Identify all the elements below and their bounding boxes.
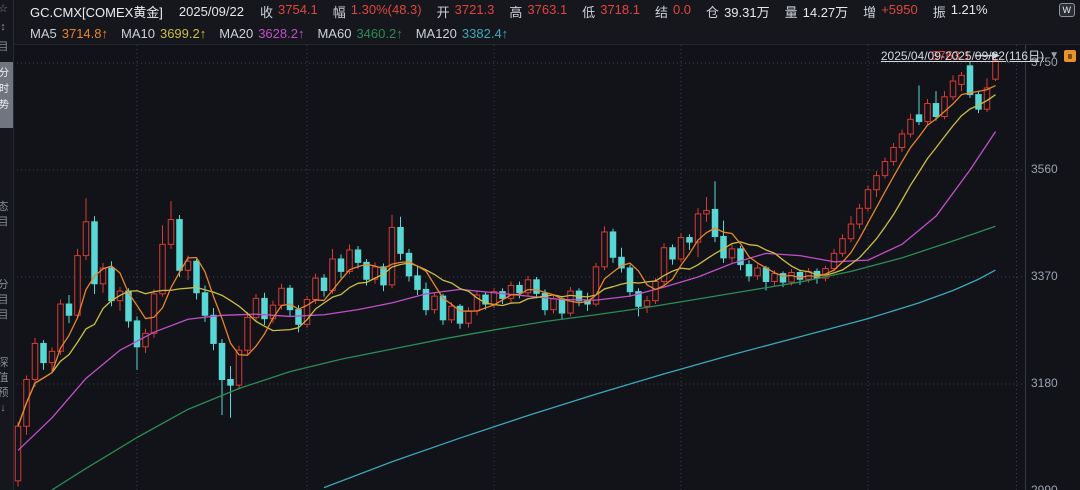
- toolbar-item-active[interactable]: 分 时 势: [0, 62, 13, 128]
- quote-row: GC.CMX[COMEX黄金] 2025/09/22 收 3754.1 幅 1.30%…: [13, 0, 1080, 22]
- toolbar-icon[interactable]: ☆: [0, 2, 12, 17]
- toolbar-icon[interactable]: ↕: [0, 21, 6, 33]
- last-price-marker: 3763.1: [931, 48, 971, 63]
- y-axis-label: 3750: [1031, 55, 1058, 69]
- quote-field: 低 3718.1: [582, 1, 640, 20]
- quote-field: 高 3763.1: [509, 1, 568, 20]
- symbol-name: GC.CMX[COMEX黄金]: [30, 4, 163, 20]
- ma-legend-item: MA20 3628.2↑: [219, 25, 305, 41]
- ma-legend-row: MA5 3714.8↑ MA10 3699.2↑ MA20 3628.2↑ MA60 3460…: [13, 22, 1080, 63]
- chevron-down-icon[interactable]: ▼: [1049, 50, 1059, 61]
- y-axis-label: 3180: [1031, 376, 1058, 390]
- quote-header: GC.CMX[COMEX黄金] 2025/09/22 收 3754.1 幅 1.30%…: [13, 0, 1080, 63]
- toolbar-item[interactable]: 分 目 目: [0, 278, 12, 323]
- lock-icon[interactable]: [1064, 49, 1076, 62]
- quote-fields: 收 3754.1 幅 1.30%(48.3) 开 3721.3 高 3763.1 低 3718.1…: [260, 2, 1003, 21]
- quote-field: 幅 1.30%(48.3): [332, 1, 422, 20]
- date-range-selector[interactable]: 2025/04/09-2025/09/22(116日): [880, 49, 1045, 63]
- window-icon[interactable]: W: [1058, 3, 1075, 17]
- quote-field: 开 3721.3: [436, 1, 495, 20]
- toolbar-item[interactable]: 深 值 预 ↓: [0, 357, 9, 414]
- toolbar-item[interactable]: 态 目: [0, 200, 12, 230]
- quote-field: 收 3754.1: [259, 1, 318, 20]
- quote-field: 结 0.0: [654, 1, 692, 20]
- quote-field: 量 14.27万: [784, 4, 849, 20]
- y-axis-label: 3370: [1031, 269, 1058, 283]
- quote-field: 增 +5950: [863, 1, 918, 20]
- toolbar-item[interactable]: 目: [0, 40, 12, 55]
- plot-area[interactable]: [14, 55, 999, 490]
- quote-field: 振 1.21%: [932, 1, 988, 20]
- quote-field: 仓 39.31万: [706, 4, 770, 20]
- left-toolbar[interactable]: ☆ ↕ 目分 时 势态 目分 目 目深 值 预 ↓: [0, 0, 14, 490]
- ma-legend-item: MA10 3699.2↑: [121, 25, 207, 41]
- ma-legend-item: MA120 3382.4↑: [415, 25, 509, 41]
- quote-date: 2025/09/22: [178, 3, 244, 19]
- y-axis-label: 3560: [1031, 162, 1058, 176]
- ma-legend: MA5 3714.8↑ MA10 3699.2↑ MA20 3628.2↑ MA60 3460…: [30, 26, 521, 41]
- ma-legend-item: MA60 3460.2↑: [317, 25, 403, 41]
- ma-legend-item: MA5 3714.8↑: [30, 25, 108, 41]
- y-axis-label: 2990: [1031, 483, 1058, 490]
